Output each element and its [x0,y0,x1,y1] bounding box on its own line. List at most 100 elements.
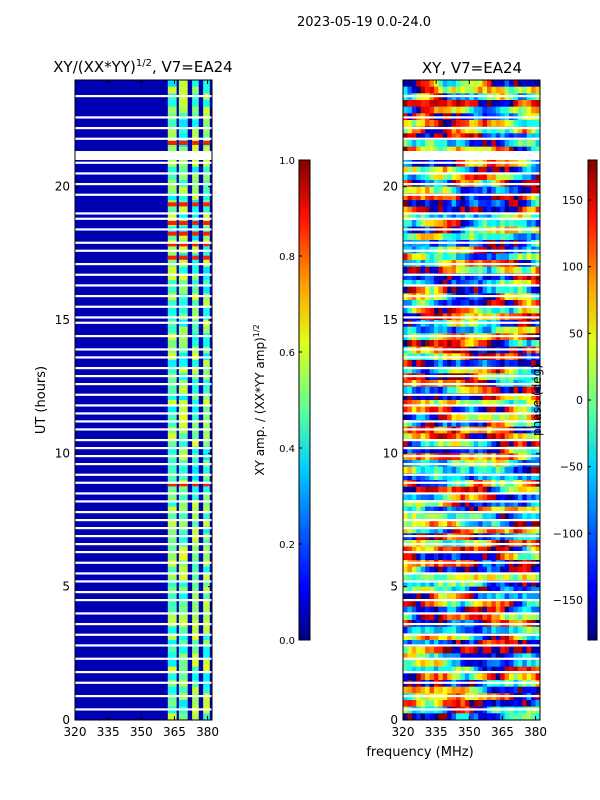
phase-cell [486,586,492,594]
phase-cell [456,340,461,347]
phase-cell [442,406,448,414]
phase-cell [442,433,448,441]
amp-hot-cell [203,141,210,145]
phase-cell [513,580,519,587]
amp-cb-label-main: XY amp. / (XX*YY amp) [253,337,267,475]
phase-cell [495,386,501,394]
phase-cell [447,446,452,454]
phase-cell [500,133,505,141]
phase-cell [535,593,541,601]
phase-cell [513,133,519,141]
phase-cell [460,280,466,287]
phase-cell [482,660,488,667]
phase-cell [500,253,505,261]
phase-cell [456,266,461,274]
phase-cell [473,273,479,281]
phase-cell [429,366,435,374]
phase-cell [438,146,444,154]
phase-gap-row [403,500,540,503]
phase-cell [522,506,528,514]
phase-cell [513,600,519,607]
phase-cell [486,666,492,674]
amp-cell [203,120,210,127]
phase-cell [469,700,475,707]
phase-cell [482,573,488,581]
phase-cell [442,493,448,501]
phase-cell [433,253,439,261]
phase-cell [433,420,439,427]
phase-cell [407,166,413,174]
phase-cell [526,266,532,274]
phase-cell [447,193,452,201]
phase-cell [495,593,501,601]
phase-cell [517,466,523,474]
phase-cell [442,213,448,221]
phase-cell [447,366,452,374]
phase-cell [425,126,430,134]
phase-cell [517,653,523,661]
phase-cell [416,593,421,601]
phase-cell [460,120,466,127]
phase-cell [438,286,444,294]
phase-cell [456,306,461,314]
phase-cell [526,213,532,221]
phase-cell [411,686,417,694]
phase-cell [411,653,417,661]
phase-cell [526,500,532,507]
phase-cell [429,340,435,347]
phase-cell [403,686,408,694]
phase-cell [486,100,492,107]
phase-cell [460,586,466,594]
phase-cell [482,513,488,521]
x-tick-label: 335 [97,725,120,739]
phase-cell [420,200,426,207]
phase-cell [486,213,492,221]
phase-cell [482,340,488,347]
phase-cell [442,500,448,507]
phase-cb-tick-label: −50 [560,461,583,474]
figure-xlabel: frequency (MHz) [366,745,473,760]
phase-cell [460,626,466,634]
phase-cell [531,173,536,181]
phase-cell [513,406,519,414]
phase-cell [535,366,541,374]
phase-cell [438,553,444,561]
phase-cell [425,666,430,674]
phase-cell [451,646,457,654]
phase-cell [517,446,523,454]
phase-cell [411,520,417,527]
phase-cell [460,473,466,481]
phase-cell [460,613,466,621]
amp-cell [192,280,199,287]
phase-cell [513,673,519,681]
phase-cell [500,300,505,307]
phase-cell [509,613,514,621]
phase-cell [513,586,519,594]
phase-cell [429,186,435,194]
phase-cell [482,253,488,261]
phase-cell [451,433,457,441]
phase-cell [464,273,470,281]
phase-cell [407,106,413,114]
phase-cell [469,606,475,614]
phase-cell [504,640,510,647]
phase-cell [420,653,426,661]
amp-cell [167,166,177,174]
phase-cell [495,300,501,307]
phase-cell [491,566,497,574]
phase-cell [429,700,435,707]
phase-cell [442,466,448,474]
phase-cell [526,513,532,521]
amp-cell [192,166,199,174]
phase-cell [469,446,475,454]
phase-cell [473,493,479,501]
phase-cell [526,326,532,334]
phase-cell [469,526,475,534]
phase-cell [411,493,417,501]
phase-cell [464,573,470,581]
phase-cell [491,633,497,641]
phase-cell [456,673,461,681]
phase-cell [425,646,430,654]
phase-cell [522,273,528,281]
